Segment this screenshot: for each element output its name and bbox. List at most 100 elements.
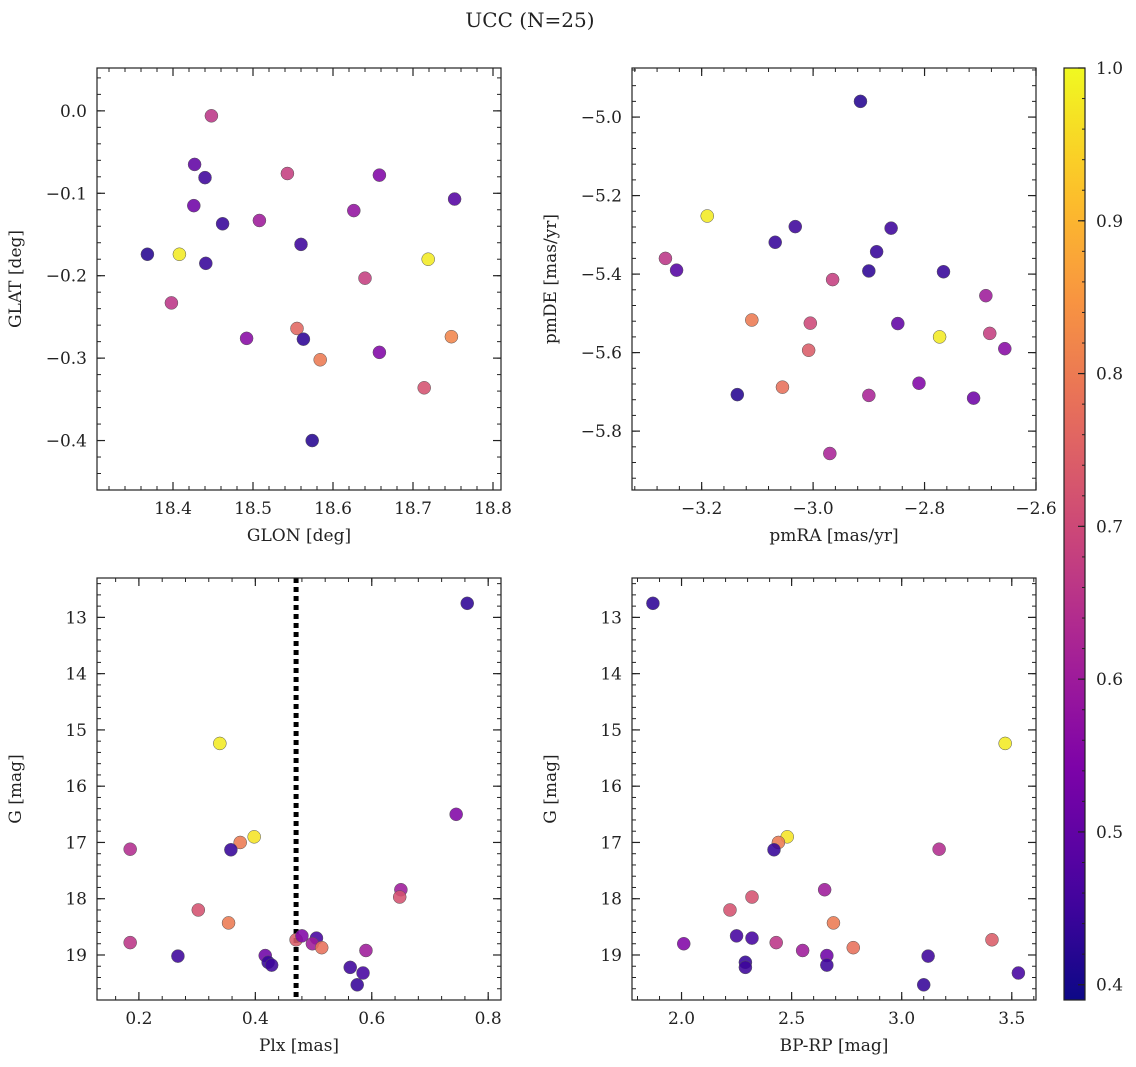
y-tick-label: 18 [600, 890, 622, 910]
x-tick-label: 2.5 [778, 1009, 805, 1029]
scatter-point [723, 903, 737, 917]
colorbar-tick-label: 0.7 [1096, 517, 1123, 537]
scatter-point [305, 433, 319, 448]
scatter-point [979, 288, 993, 303]
scatter-point [221, 916, 236, 930]
scatter-point [290, 321, 304, 336]
scatter-point [247, 830, 261, 844]
colorbar-tick-label: 0.4 [1096, 976, 1123, 996]
scatter-point [123, 842, 137, 856]
scatter-point [449, 807, 463, 822]
scatter-point [296, 332, 311, 346]
scatter-point [172, 247, 187, 262]
y-tick-label: 17 [600, 833, 622, 853]
scatter-point [846, 940, 861, 955]
scatter-point [347, 203, 361, 218]
scatter-point [264, 958, 279, 972]
scatter-point [392, 890, 407, 904]
scatter-point [862, 388, 876, 403]
y-tick-label: 15 [65, 721, 87, 741]
scatter-point [1011, 966, 1026, 980]
scatter-point [936, 264, 951, 279]
panel-3: 0.2 0.4 0.6 0.8 13 14 15 16 17 18 19 Plx [mas] G [ma… [6, 577, 502, 1056]
scatter-point [123, 935, 137, 950]
scatter-point [252, 213, 267, 228]
scatter-point [869, 244, 884, 259]
scatter-point [730, 387, 745, 402]
scatter-point [745, 890, 759, 904]
y-tick-label: −5.6 [581, 344, 622, 364]
y-axis-label: G [mag] [6, 754, 26, 823]
x-tick-label: −3.2 [681, 499, 722, 519]
colorbar-bar [1063, 67, 1086, 1001]
scatter-point [916, 978, 931, 992]
scatter-point [998, 736, 1012, 751]
scatter-point [358, 271, 372, 285]
scatter-point [884, 221, 898, 235]
figure-title: UCC (N=25) [465, 8, 595, 32]
scatter-point [447, 192, 462, 206]
y-tick-label: −5.2 [581, 187, 622, 207]
scatter-point [187, 157, 202, 172]
y-tick-label: −0.3 [46, 349, 87, 369]
colorbar-tick-label: 0.5 [1096, 823, 1123, 843]
scatter-point [729, 929, 744, 943]
scatter-point [801, 343, 816, 357]
scatter-point [891, 316, 905, 331]
scatter-point [191, 903, 206, 917]
scatter-point [826, 916, 841, 930]
x-tick-label: 0.8 [475, 1009, 502, 1029]
x-tick-label: −2.8 [904, 499, 945, 519]
scatter-point [280, 166, 295, 181]
scatter-point [823, 446, 837, 461]
y-tick-label: 0.0 [60, 102, 87, 122]
scatter-point [350, 978, 364, 992]
scatter-point [745, 313, 759, 327]
scatter-point [313, 353, 327, 367]
y-axis-label: GLAT [deg] [6, 230, 26, 328]
y-tick-label: 14 [600, 665, 622, 685]
y-tick-label: −0.4 [46, 432, 87, 452]
scatter-point [356, 966, 370, 980]
x-tick-label: 18.7 [394, 499, 432, 519]
scatter-point [658, 251, 673, 266]
y-axis-label: pmDE [mas/yr] [541, 214, 561, 344]
scatter-point [164, 296, 179, 310]
scatter-point [294, 237, 308, 252]
x-tick-label: −3.0 [792, 499, 833, 519]
scatter-point [966, 391, 981, 405]
scatter-point [187, 198, 201, 213]
colorbar-tick-label: 0.6 [1096, 670, 1123, 690]
x-axis-label: Plx [mas] [259, 1036, 339, 1056]
scatter-point [460, 596, 474, 611]
scatter-point [767, 843, 781, 857]
axes-frame [96, 67, 502, 491]
scatter-point [295, 929, 309, 943]
scatter-point [199, 256, 213, 271]
x-tick-label: 18.6 [314, 499, 352, 519]
scatter-point [343, 960, 357, 975]
scatter-point [233, 835, 247, 850]
scatter-point [204, 109, 219, 123]
colorbar-tick-label: 1.0 [1096, 59, 1123, 79]
scatter-point [921, 949, 935, 963]
scatter-point [769, 935, 783, 950]
scatter-point [372, 168, 387, 182]
axes-frame [631, 577, 1037, 1001]
scatter-point [788, 219, 803, 234]
x-tick-label: 18.8 [474, 499, 512, 519]
x-tick-label: 18.5 [234, 499, 272, 519]
scatter-point [215, 217, 230, 231]
scatter-point [444, 329, 459, 344]
scatter-point [820, 958, 834, 972]
scatter-point [738, 960, 753, 975]
scatter-point [669, 263, 684, 277]
scatter-point [421, 252, 435, 266]
y-tick-label: −0.2 [46, 267, 87, 287]
axes-frame [96, 577, 502, 1001]
y-tick-label: 16 [600, 777, 622, 797]
scatter-point [862, 264, 876, 278]
scatter-point [417, 381, 431, 395]
scatter-point [314, 940, 329, 955]
x-tick-label: 0.6 [358, 1009, 385, 1029]
